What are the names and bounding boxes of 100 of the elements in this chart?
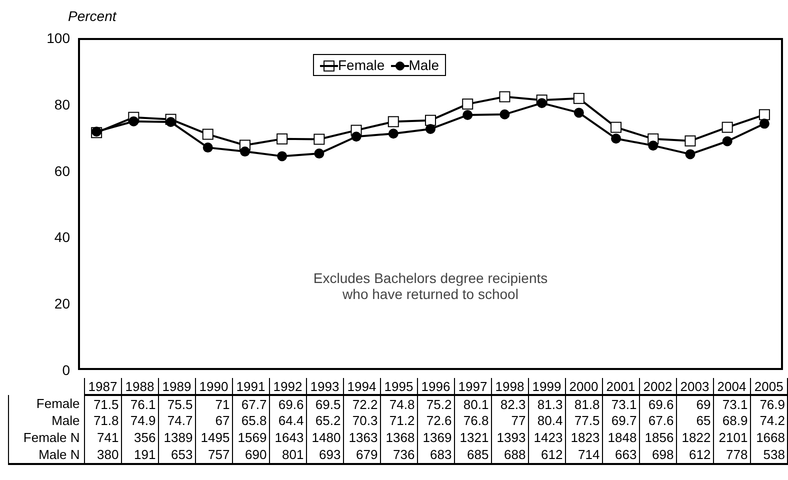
data-label: 69 <box>676 395 714 412</box>
x-tick-label: 2001 <box>602 378 640 395</box>
x-tick-label: 1988 <box>121 378 158 395</box>
x-tick-label: 1987 <box>84 378 122 395</box>
data-label: 73.1 <box>602 395 640 412</box>
data-label: 65.2 <box>306 412 344 429</box>
point <box>500 109 510 120</box>
text: 1368 <box>380 429 418 446</box>
point <box>314 134 325 145</box>
data-label: 67 <box>195 412 232 429</box>
data-label: 69.6 <box>639 395 676 412</box>
point <box>574 108 584 118</box>
text: 1643 <box>269 429 306 446</box>
y-tick-label: 20 <box>54 296 70 312</box>
text: Male N <box>8 446 84 464</box>
x-tick-label: 2000 <box>565 378 602 395</box>
point <box>499 91 510 102</box>
point <box>166 116 176 127</box>
x-tick-label: 1992 <box>269 378 306 395</box>
legend-label: Male <box>408 57 440 73</box>
data-label: 70.3 <box>343 412 380 429</box>
text: 1856 <box>639 429 676 446</box>
text: 1321 <box>454 429 492 446</box>
text: 685 <box>454 446 492 464</box>
data-label: 76.9 <box>750 395 788 412</box>
text: 1822 <box>676 429 714 446</box>
data-label: 75.2 <box>417 395 454 412</box>
x-tick-label: 1991 <box>232 378 270 395</box>
data-label: 77.5 <box>565 412 602 429</box>
point <box>536 98 547 108</box>
text: 2101 <box>713 429 750 446</box>
y-tick-label: 60 <box>54 162 70 179</box>
data-label: 81.3 <box>528 395 566 412</box>
data-label: 69.6 <box>269 395 306 412</box>
text: 1569 <box>232 429 270 446</box>
annotation: Excludes Bachelors degree recipients who have returned to school <box>312 270 549 302</box>
data-label: 72.6 <box>417 412 454 429</box>
x-tick-label: 2002 <box>639 378 676 395</box>
data-label: 74.2 <box>750 412 788 429</box>
text: 612 <box>528 446 566 464</box>
point <box>128 116 139 126</box>
text: 1668 <box>750 429 788 446</box>
text: 693 <box>306 446 344 464</box>
x-tick-label: 2005 <box>750 378 788 395</box>
text: 1369 <box>417 429 454 446</box>
text: Female <box>36 396 80 411</box>
data-label: 80.1 <box>454 395 492 412</box>
x-tick-label: 1993 <box>306 378 344 395</box>
text: 1389 <box>158 429 196 446</box>
text: 1480 <box>306 429 344 446</box>
data-label: 74.7 <box>158 412 196 429</box>
x-tick-label: 1997 <box>454 378 492 395</box>
data-label: 71.2 <box>380 412 418 429</box>
text: 1823 <box>565 429 602 446</box>
point <box>277 151 288 162</box>
x-tick-label: 1994 <box>343 378 380 395</box>
text: 191 <box>121 446 158 464</box>
data-label: 71 <box>195 395 232 412</box>
point <box>388 128 398 139</box>
text: 801 <box>269 446 306 464</box>
text: 538 <box>750 446 788 464</box>
text: 679 <box>343 446 380 464</box>
data-label: 71.5 <box>84 395 122 412</box>
point <box>462 98 474 110</box>
data-label: 80.4 <box>528 412 566 429</box>
data-label: 74.9 <box>121 412 158 429</box>
point <box>573 92 584 104</box>
x-tick-label: 1999 <box>528 378 566 395</box>
y-tick-label: 80 <box>54 96 70 112</box>
x-tick-label: 2004 <box>713 378 750 395</box>
data-label: 77 <box>491 412 528 429</box>
text: 1423 <box>528 429 566 446</box>
data-label: 69.7 <box>602 412 640 429</box>
data-label: 76.1 <box>121 395 158 412</box>
y-tick-label: 40 <box>54 229 70 246</box>
point <box>722 122 733 133</box>
data-label: 81.8 <box>565 395 602 412</box>
text: 356 <box>121 429 158 446</box>
x-tick-label: 1990 <box>195 378 232 395</box>
text: 778 <box>713 446 750 464</box>
point <box>202 142 213 153</box>
point <box>388 116 399 128</box>
text: 741 <box>84 429 122 446</box>
point <box>276 133 288 144</box>
text: 736 <box>380 446 418 464</box>
data-label: 69.5 <box>306 395 344 412</box>
data-label: 82.3 <box>491 395 528 412</box>
data-label: 67.7 <box>232 395 270 412</box>
data-label: 71.8 <box>84 412 122 429</box>
x-tick-label: 1996 <box>417 378 454 395</box>
x-tick-label: 2003 <box>676 378 714 395</box>
data-label: 74.8 <box>380 395 418 412</box>
legend-label: Female <box>337 57 385 73</box>
y-tick-label: 100 <box>46 30 70 46</box>
text: 698 <box>639 446 676 464</box>
point <box>240 146 250 157</box>
text: 688 <box>491 446 528 464</box>
data-label: 65 <box>676 412 714 429</box>
text: 690 <box>232 446 270 464</box>
point <box>722 136 732 146</box>
